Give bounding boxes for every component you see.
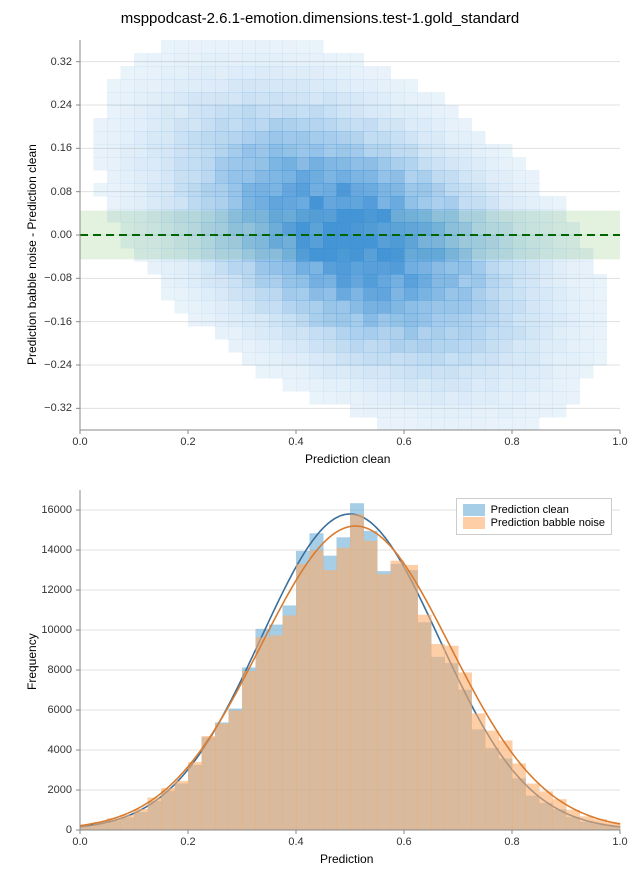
- bottom-y-tick: 0: [22, 824, 72, 836]
- legend-label: Prediction babble noise: [491, 517, 605, 529]
- top-x-tick: 0.2: [180, 436, 195, 448]
- top-x-tick: 0.0: [72, 436, 87, 448]
- top-y-tick: 0.24: [22, 99, 72, 111]
- top-x-tick: 0.8: [504, 436, 519, 448]
- top-x-tick: 1.0: [612, 436, 627, 448]
- heatmap-svg: [80, 40, 620, 430]
- bottom-y-tick: 6000: [22, 704, 72, 716]
- legend-label: Prediction clean: [491, 504, 569, 516]
- top-x-tick: 0.6: [396, 436, 411, 448]
- top-y-axis-label: Prediction babble noise - Prediction cle…: [25, 144, 39, 365]
- legend-swatch-icon: [463, 504, 485, 516]
- bottom-y-tick: 12000: [22, 584, 72, 596]
- legend-swatch-icon: [463, 517, 485, 529]
- legend-item: Prediction babble noise: [463, 517, 605, 529]
- bottom-y-tick: 2000: [22, 784, 72, 796]
- bottom-x-tick: 0.2: [180, 836, 195, 848]
- bottom-x-tick: 0.0: [72, 836, 87, 848]
- legend-item: Prediction clean: [463, 504, 605, 516]
- bottom-y-tick: 16000: [22, 504, 72, 516]
- bottom-y-axis-label: Frequency: [25, 633, 39, 690]
- top-y-tick: 0.32: [22, 56, 72, 68]
- legend: Prediction cleanPrediction babble noise: [456, 498, 612, 535]
- scatter-heatmap-panel: 0.00.20.40.60.81.0−0.32−0.24−0.16−0.080.…: [80, 40, 620, 430]
- top-x-tick: 0.4: [288, 436, 303, 448]
- bottom-x-tick: 0.8: [504, 836, 519, 848]
- figure-title: msppodcast-2.6.1-emotion.dimensions.test…: [0, 10, 640, 27]
- top-x-axis-label: Prediction clean: [305, 452, 390, 466]
- bottom-y-tick: 4000: [22, 744, 72, 756]
- bottom-y-tick: 14000: [22, 544, 72, 556]
- bottom-x-tick: 1.0: [612, 836, 627, 848]
- top-y-tick: −0.32: [22, 402, 72, 414]
- histogram-panel: Prediction cleanPrediction babble noise …: [80, 490, 620, 830]
- bottom-x-axis-label: Prediction: [320, 852, 373, 866]
- bottom-x-tick: 0.6: [396, 836, 411, 848]
- figure: msppodcast-2.6.1-emotion.dimensions.test…: [0, 0, 640, 880]
- bottom-x-tick: 0.4: [288, 836, 303, 848]
- histogram-svg: [80, 490, 620, 830]
